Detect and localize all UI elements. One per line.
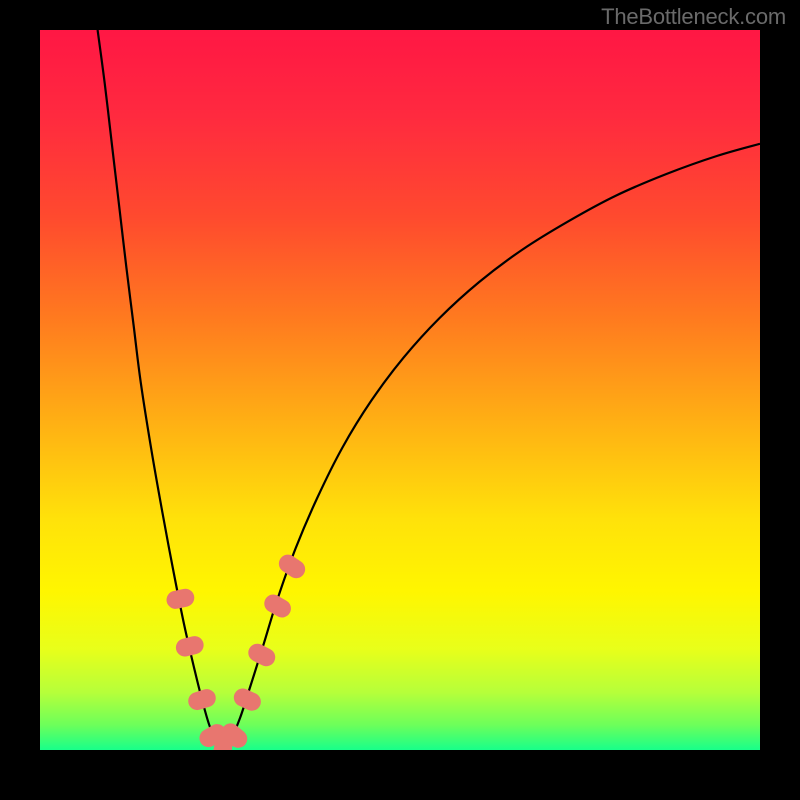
reference-marker bbox=[165, 587, 196, 610]
reference-marker bbox=[261, 591, 294, 621]
reference-marker bbox=[275, 551, 308, 582]
reference-marker bbox=[231, 686, 264, 714]
reference-marker bbox=[245, 641, 278, 670]
reference-markers bbox=[40, 30, 760, 750]
reference-marker bbox=[174, 634, 206, 658]
plot-area bbox=[40, 30, 760, 750]
chart-container: TheBottleneck.com bbox=[0, 0, 800, 800]
reference-marker bbox=[186, 687, 218, 712]
watermark-text: TheBottleneck.com bbox=[601, 4, 786, 30]
